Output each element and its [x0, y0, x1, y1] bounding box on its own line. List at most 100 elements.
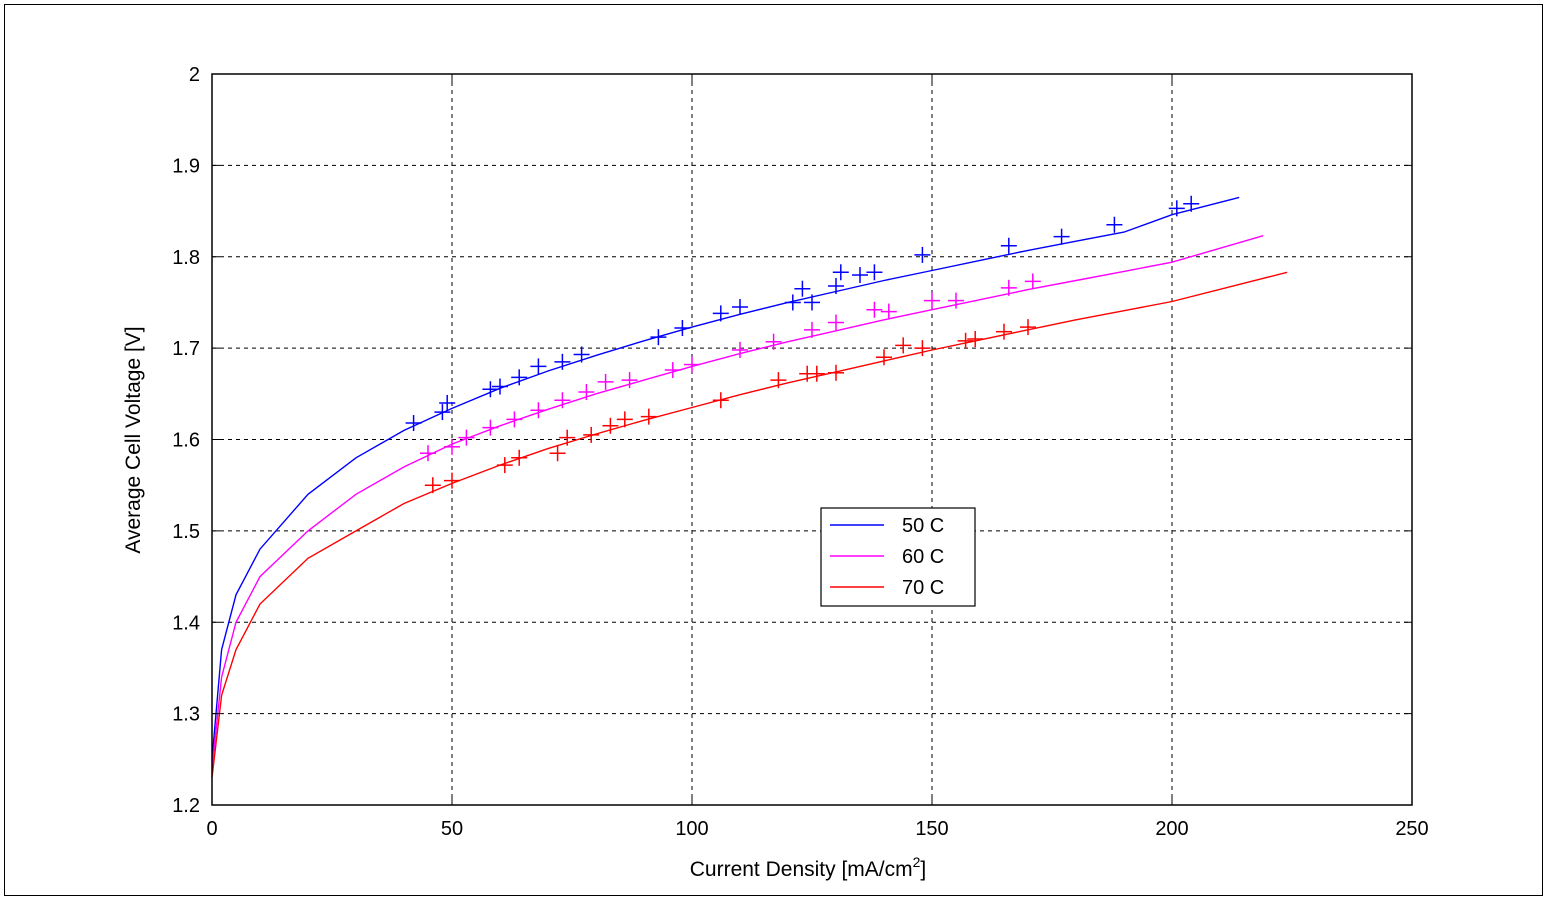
- data-point-marker: [967, 330, 984, 347]
- x-tick-label: 50: [441, 818, 463, 840]
- data-point-marker: [602, 417, 619, 434]
- data-point-marker: [784, 294, 801, 311]
- x-axis-title-main: Current Density [mA/cm: [690, 858, 913, 881]
- data-point-marker: [482, 381, 499, 398]
- data-point-marker: [506, 411, 523, 428]
- data-point-marker: [1053, 228, 1070, 245]
- x-tick-labels: 0 50 100 150 200 250: [206, 818, 1428, 840]
- data-point-marker: [808, 365, 825, 382]
- x-tick-label: 200: [1155, 818, 1188, 840]
- data-point-marker: [948, 292, 964, 309]
- y-tick-labels: 1.2 1.3 1.4 1.5 1.6 1.7 1.8 1.9 2: [172, 64, 200, 817]
- data-point-marker: [1000, 279, 1017, 296]
- data-point-marker: [405, 415, 422, 432]
- data-point-marker: [554, 353, 571, 370]
- y-tick-label: 1.6: [172, 430, 200, 452]
- data-point-marker: [914, 340, 931, 357]
- data-point-marker: [712, 392, 729, 409]
- data-point-marker: [530, 402, 547, 419]
- series-line-3: [211, 271, 1288, 778]
- data-point-marker: [482, 419, 499, 436]
- data-point-marker: [804, 294, 820, 311]
- data-point-marker: [621, 372, 638, 389]
- data-point-marker: [573, 346, 590, 363]
- ticks: [211, 73, 1413, 806]
- x-axis-title-superscript: 2: [913, 854, 921, 870]
- data-point-marker: [794, 280, 811, 297]
- data-point-marker: [876, 349, 892, 366]
- legend-label: 70 C: [902, 577, 944, 599]
- data-point-marker: [1020, 319, 1036, 336]
- data-point-marker: [597, 373, 614, 390]
- data-point-marker: [578, 383, 595, 400]
- x-tick-label: 0: [206, 818, 217, 840]
- data-point-marker: [828, 314, 844, 331]
- data-point-marker: [957, 332, 974, 349]
- data-point-marker: [828, 277, 844, 294]
- data-point-marker: [583, 426, 600, 443]
- data-point-marker: [424, 477, 441, 494]
- data-point-marker: [866, 301, 883, 318]
- data-point-marker: [640, 408, 657, 425]
- data-point-marker: [924, 292, 940, 309]
- data-point-marker: [804, 321, 820, 338]
- data-point-marker: [1168, 200, 1185, 217]
- data-point-marker: [880, 303, 897, 320]
- series-markers: [405, 195, 1200, 494]
- y-tick-label: 1.3: [172, 704, 200, 726]
- legend-box: [820, 507, 976, 607]
- data-point-marker: [444, 438, 460, 455]
- data-point-marker: [732, 341, 748, 358]
- data-point-marker: [559, 429, 576, 446]
- data-point-marker: [439, 394, 456, 411]
- data-point-marker: [664, 362, 681, 379]
- data-point-marker: [765, 333, 782, 350]
- y-tick-label: 1.2: [172, 795, 200, 817]
- y-tick-label: 1.9: [172, 155, 200, 177]
- data-point-marker: [674, 320, 691, 337]
- data-point-marker: [1106, 216, 1123, 233]
- y-tick-label: 1.8: [172, 247, 200, 269]
- data-point-marker: [1024, 273, 1041, 290]
- data-point-marker: [828, 364, 844, 381]
- data-point-marker: [996, 323, 1012, 340]
- data-point-marker: [712, 305, 729, 322]
- legend-label: 60 C: [902, 546, 944, 568]
- data-point-marker: [496, 457, 513, 474]
- y-axis-title: Average Cell Voltage [V]: [122, 326, 145, 553]
- data-point-marker: [511, 369, 528, 386]
- data-point-marker: [732, 299, 748, 316]
- data-point-marker: [444, 472, 460, 489]
- series-line-2: [211, 235, 1264, 769]
- data-point-marker: [1000, 237, 1017, 254]
- data-point-marker: [554, 392, 571, 409]
- data-point-marker: [420, 445, 436, 462]
- x-tick-label: 150: [915, 818, 948, 840]
- data-point-marker: [549, 445, 566, 462]
- grid: [212, 74, 1412, 805]
- data-point-marker: [458, 429, 475, 446]
- legend-label: 50 C: [902, 515, 944, 537]
- data-point-marker: [852, 267, 868, 284]
- data-point-marker: [492, 378, 508, 395]
- x-tick-label: 100: [675, 818, 708, 840]
- x-axis-title-suffix: ]: [920, 858, 926, 881]
- legend: 50 C 60 C 70 C: [820, 507, 976, 607]
- data-point-marker: [616, 411, 633, 428]
- data-point-marker: [895, 337, 912, 354]
- series-lines: [211, 196, 1288, 778]
- y-tick-label: 2: [189, 64, 200, 86]
- data-point-marker: [914, 246, 931, 263]
- data-point-marker: [1183, 195, 1200, 212]
- data-point-marker: [684, 356, 700, 373]
- data-point-marker: [866, 264, 883, 281]
- y-tick-label: 1.4: [172, 612, 200, 634]
- series-line-1: [211, 196, 1240, 760]
- y-tick-label: 1.7: [172, 338, 200, 360]
- data-point-marker: [832, 264, 849, 281]
- y-tick-label: 1.5: [172, 521, 200, 543]
- data-point-marker: [511, 449, 528, 466]
- x-tick-label: 250: [1395, 818, 1428, 840]
- data-point-marker: [770, 372, 787, 389]
